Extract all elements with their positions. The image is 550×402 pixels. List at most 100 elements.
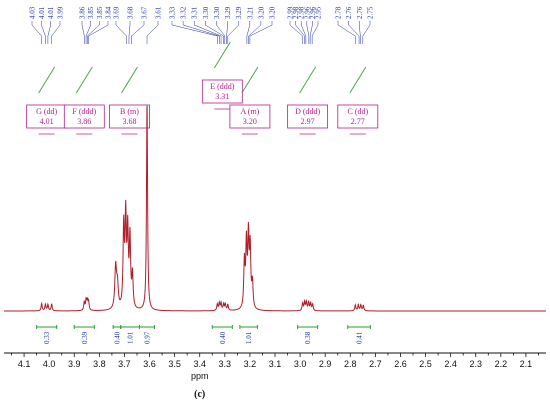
peak-connector-25	[306, 21, 310, 44]
peak-connector-13	[182, 21, 220, 44]
peak-label-31: 2.75	[367, 6, 375, 19]
peak-label-30: 2.76	[356, 6, 364, 19]
multiplet-integral-curve-1	[75, 66, 93, 94]
peak-label-14: 3.31	[191, 6, 199, 19]
peak-label-26: 2.96	[309, 6, 317, 19]
integral-label-3: 1.01	[127, 331, 135, 344]
peak-connector-3	[51, 21, 61, 44]
figure-caption: (c)	[194, 389, 205, 400]
multiplet-value-5: 2.97	[301, 117, 315, 126]
x-tick-label-0: 4.1	[18, 359, 31, 369]
x-axis-title: ppm	[191, 371, 209, 381]
multiplet-value-3: 3.31	[215, 92, 229, 101]
integral-label-7: 0.38	[304, 331, 312, 344]
peak-label-22: 2.99	[287, 6, 295, 19]
integral-label-6: 1.01	[245, 331, 253, 344]
x-tick-label-8: 3.3	[219, 359, 232, 369]
peak-connector-31	[362, 21, 371, 44]
x-tick-label-7: 3.4	[193, 359, 206, 369]
peak-connector-16	[216, 21, 226, 44]
x-axis: 4.1 4.0 3.9 3.8 3.7 3.6 3.5 3.4 3.3 3.2 3.1 3.0 2.9 2…	[4, 352, 546, 369]
peak-label-15: 3.30	[202, 6, 210, 19]
peak-connector-23	[295, 21, 305, 44]
multiplet-label-3: E (ddd)	[210, 82, 235, 91]
peak-connector-9	[128, 21, 131, 44]
peak-connector-6	[87, 21, 100, 44]
peak-connector-15	[205, 21, 224, 44]
peak-label-16: 3.30	[213, 6, 221, 19]
x-tick-label-1: 4.0	[43, 359, 56, 369]
peak-label-27: 2.95	[315, 6, 323, 19]
peak-connector-20	[248, 21, 262, 44]
integral-label-8: 0.41	[356, 331, 364, 344]
peak-label-20: 3.20	[257, 6, 265, 19]
x-tick-label-18: 2.3	[469, 359, 482, 369]
x-tick-label-9: 3.2	[244, 359, 257, 369]
peak-label-5: 3.85	[87, 6, 95, 19]
peak-connector-26	[309, 21, 313, 44]
peak-connector-5	[85, 21, 91, 44]
peak-label-24: 2.98	[298, 6, 306, 19]
integral-label-1: 0.39	[81, 331, 89, 344]
multiplet-label-5: D (ddd)	[295, 107, 320, 116]
multiplet-integral-curve-2	[121, 66, 138, 94]
x-tick-label-3: 3.8	[93, 359, 106, 369]
multiplet-box-2	[109, 104, 150, 129]
multiplet-label-6: C (dd)	[347, 107, 368, 116]
peak-connector-18	[227, 21, 239, 44]
multiplet-label-1: F (ddd)	[72, 107, 96, 116]
multiplet-value-2: 3.68	[122, 117, 136, 126]
peak-connector-7	[88, 21, 109, 44]
multiplet-value-0: 4.01	[40, 117, 54, 126]
peak-label-7: 3.84	[105, 6, 113, 19]
peak-connector-1	[41, 21, 46, 44]
peak-label-4: 3.86	[79, 6, 87, 19]
x-tick-label-14: 2.7	[369, 359, 382, 369]
peak-connector-19	[246, 21, 251, 44]
peak-connector-14	[193, 21, 222, 44]
peak-connector-10	[131, 21, 145, 44]
peak-label-29: 2.76	[345, 6, 353, 19]
peak-label-10: 3.67	[141, 6, 149, 19]
peak-connector-12	[171, 21, 218, 44]
peak-label-layer: 4.03 4.01 4.01 3.99 3.86 3.85 3.85 3.84 3.69 3.68…	[29, 6, 375, 44]
multiplet-label-4: A (m)	[240, 107, 259, 116]
multiplet-box-5	[287, 104, 329, 129]
multiplet-integral-curve-0	[38, 66, 56, 94]
x-tick-label-11: 3.0	[294, 359, 307, 369]
multiplet-value-4: 3.20	[243, 117, 257, 126]
peak-connector-17	[226, 21, 228, 44]
integral-label-2: 0.40	[113, 331, 121, 344]
multiplet-box-1	[63, 104, 105, 129]
peak-label-23: 2.98	[292, 6, 300, 19]
spectrum-trace	[4, 105, 546, 312]
peak-label-9: 3.68	[127, 6, 135, 19]
peak-label-11: 3.61	[155, 6, 163, 19]
peak-label-17: 3.29	[224, 6, 232, 19]
x-tick-label-12: 2.9	[319, 359, 332, 369]
multiplet-label-0: G (dd)	[36, 107, 57, 116]
peak-connector-28	[337, 21, 356, 44]
peak-label-18: 3.29	[235, 6, 243, 19]
x-tick-label-2: 3.9	[68, 359, 81, 369]
multiplet-box-4	[229, 104, 271, 129]
integral-layer: 0.33 0.39 0.40 1.01 0.97 0.40 1.01 0.38 0.41	[36, 325, 371, 344]
peak-label-1: 4.01	[38, 6, 46, 19]
x-tick-label-15: 2.6	[394, 359, 407, 369]
x-tick-label-20: 2.1	[520, 359, 533, 369]
peak-connector-0	[31, 21, 42, 44]
x-tick-label-4: 3.7	[118, 359, 131, 369]
x-tick-label-6: 3.5	[168, 359, 181, 369]
multiplet-integral-curve-4	[241, 66, 259, 94]
multiplet-integral-curve-6	[349, 66, 367, 94]
spectrum-layer	[4, 105, 546, 312]
multiplet-box-6	[337, 104, 379, 129]
integral-label-4: 0.97	[144, 331, 152, 344]
multiplet-integral-curve-5	[299, 66, 317, 94]
peak-connector-4	[81, 21, 85, 44]
peak-connector-8	[115, 21, 127, 44]
peak-label-25: 2.96	[303, 6, 311, 19]
peak-label-8: 3.69	[113, 6, 121, 19]
x-tick-label-17: 2.4	[444, 359, 457, 369]
x-tick-label-19: 2.2	[495, 359, 508, 369]
